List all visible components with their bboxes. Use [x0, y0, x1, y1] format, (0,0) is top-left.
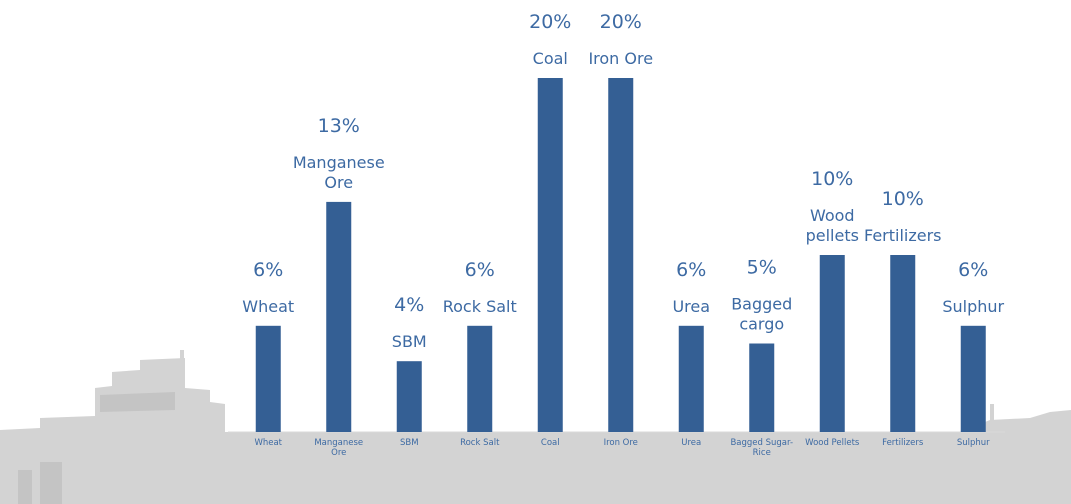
data-label: 4%	[394, 294, 424, 316]
x-tick-label: Wheat	[254, 438, 282, 448]
x-tick-label: Urea	[681, 438, 701, 448]
bar-name-label: Manganese	[293, 153, 385, 172]
bar-name-label: Iron Ore	[588, 49, 653, 68]
bar-5	[537, 78, 563, 432]
data-label: 5%	[747, 257, 777, 279]
bar-1	[255, 325, 281, 432]
bar-name-label: SBM	[392, 332, 427, 351]
x-tick-label: Rock Salt	[460, 438, 500, 448]
ship-silhouette-background	[0, 350, 1071, 504]
x-tick-label: Sulphur	[957, 438, 990, 448]
x-tick-label: Iron Ore	[604, 438, 638, 448]
x-tick-label: SBM	[400, 438, 419, 448]
data-label: 20%	[600, 11, 642, 33]
bar-4	[467, 325, 493, 432]
data-label: 10%	[882, 188, 924, 210]
x-tick-label: Fertilizers	[882, 438, 924, 448]
data-label: 20%	[529, 11, 571, 33]
bar-name-label: Urea	[672, 297, 710, 316]
data-label: 6%	[465, 259, 495, 281]
data-label: 6%	[958, 259, 988, 281]
bar-name-label: Wheat	[242, 297, 294, 316]
bar-name-label: pellets	[806, 226, 859, 245]
data-label: 10%	[811, 168, 853, 190]
bar-2	[326, 201, 352, 432]
data-label: 13%	[318, 115, 360, 137]
x-tick-label: Ore	[331, 448, 346, 458]
bar-6	[608, 78, 634, 432]
bar-9	[819, 255, 845, 432]
bar-11	[960, 325, 986, 432]
x-tick-label: Coal	[541, 438, 560, 448]
bar-3	[396, 361, 422, 432]
x-tick-label: Rice	[753, 448, 771, 458]
bar-name-label: Coal	[533, 49, 568, 68]
data-label: 6%	[253, 259, 283, 281]
bar-10	[890, 255, 916, 432]
bar-name-label: Wood	[810, 206, 855, 225]
bar-name-label: Ore	[324, 173, 353, 192]
bar-name-label: Fertilizers	[864, 226, 942, 245]
bar-name-label: Bagged	[731, 295, 792, 314]
x-tick-label: Bagged Sugar-	[730, 438, 793, 448]
data-label: 6%	[676, 259, 706, 281]
bar-name-label: cargo	[739, 315, 784, 334]
bar-name-label: Sulphur	[942, 297, 1004, 316]
bar-name-label: Rock Salt	[443, 297, 517, 316]
bar-8	[749, 343, 775, 432]
x-tick-label: Manganese	[314, 438, 363, 448]
bar-7	[678, 325, 704, 432]
x-tick-label: Wood Pellets	[805, 438, 860, 448]
